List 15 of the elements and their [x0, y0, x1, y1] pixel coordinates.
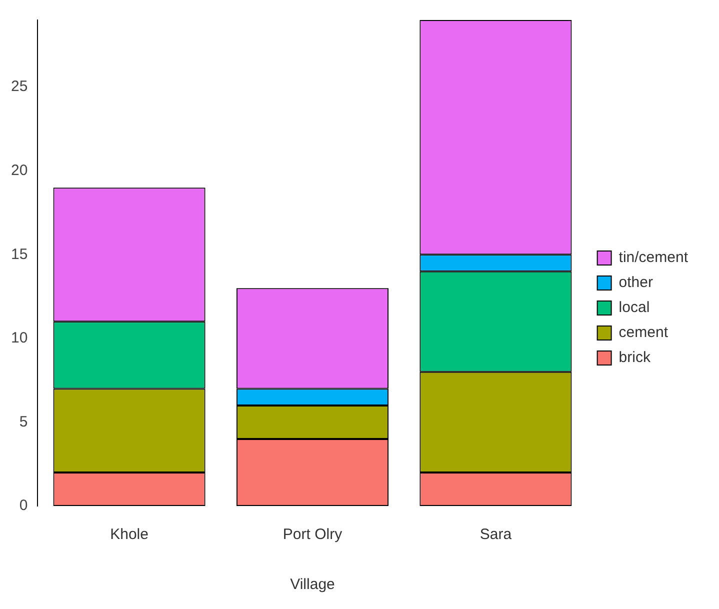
y-tick-label: 20 [10, 162, 28, 179]
legend-label: local [618, 299, 650, 316]
x-tick-label: Sara [480, 526, 512, 544]
y-tick-label: 25 [10, 78, 28, 96]
y-tick-label: 0 [19, 497, 28, 514]
x-tick-label: Khole [110, 526, 148, 544]
x-axis-title: Village [290, 576, 335, 594]
y-tick-label: 10 [10, 330, 28, 347]
legend-label: brick [618, 349, 651, 366]
x-tick-label: Port Olry [282, 526, 343, 544]
legend-label: other [618, 274, 654, 292]
legend-label: tin/cement [618, 249, 689, 266]
y-tick-label: 5 [19, 413, 28, 430]
legend-label: cement [618, 324, 669, 342]
y-tick-label: 15 [10, 246, 28, 263]
